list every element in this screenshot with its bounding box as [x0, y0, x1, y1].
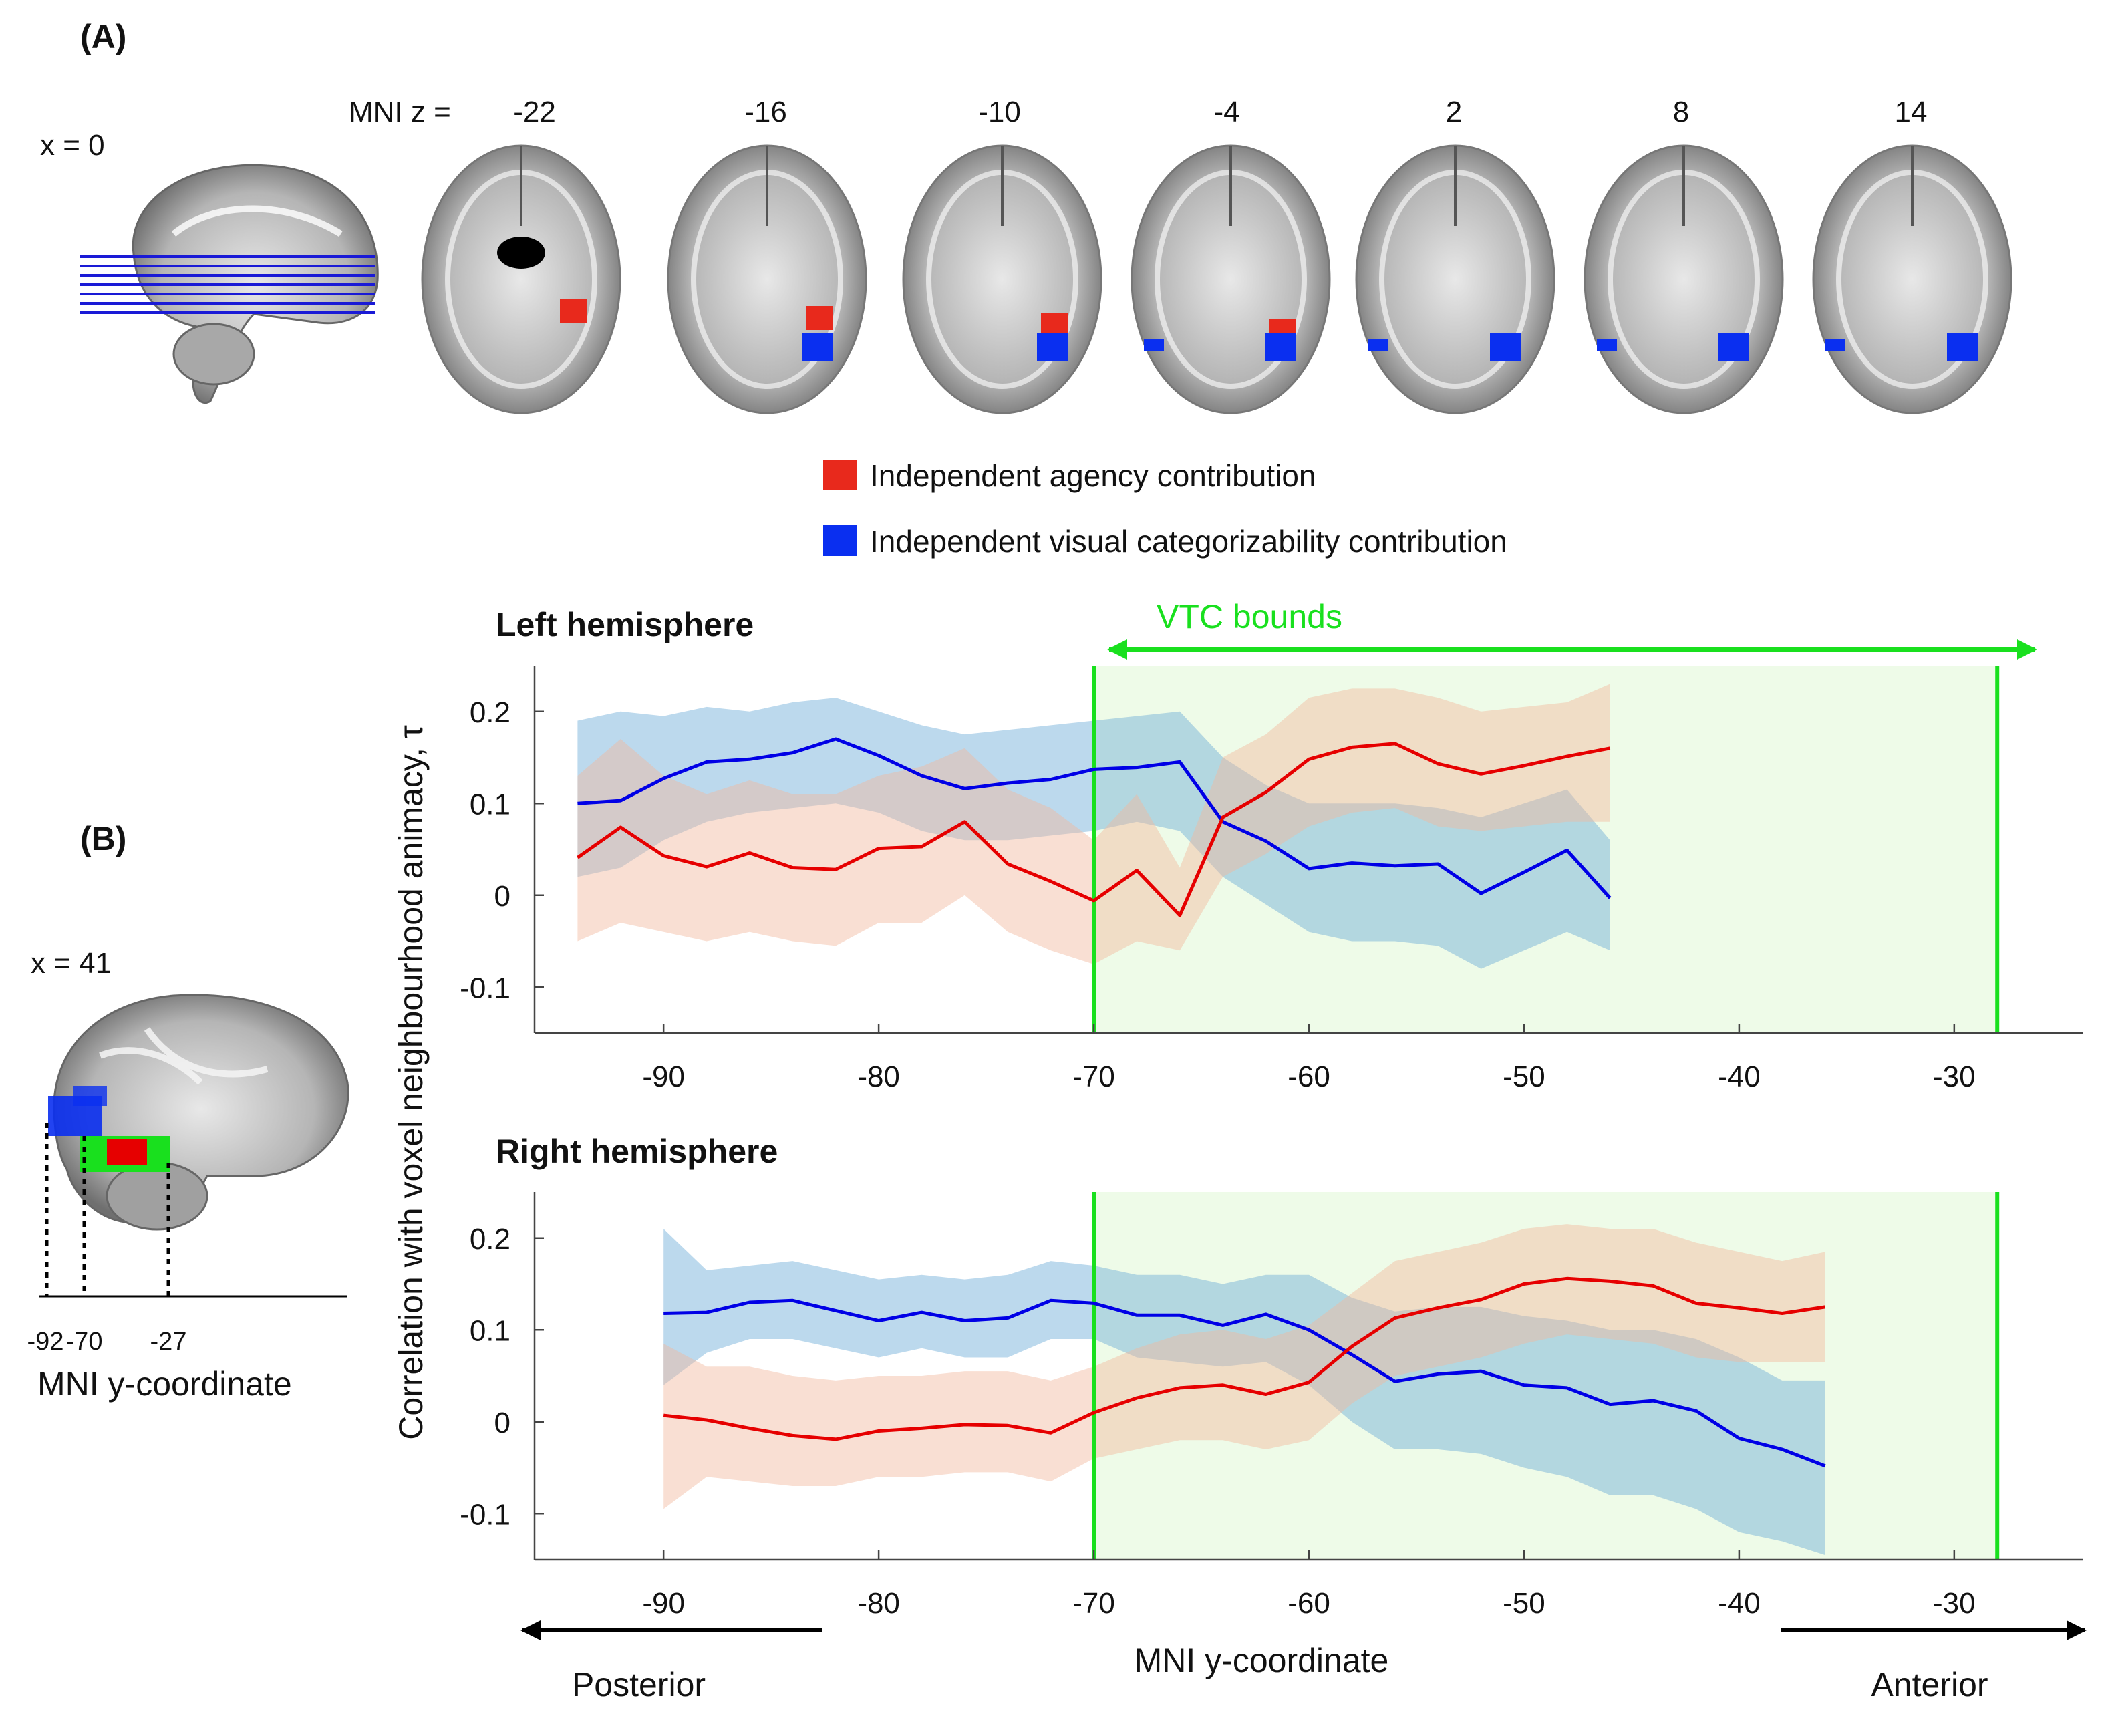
x-tick-label: -80 [857, 1587, 900, 1620]
y-tick-label: 0.2 [470, 1223, 510, 1256]
panel-b-label: (B) [80, 820, 126, 857]
x-tick-label: -60 [1288, 1060, 1330, 1093]
x-tick-label: -60 [1288, 1587, 1330, 1620]
axial-slice-3 [1131, 144, 1331, 414]
x-tick-label: -90 [642, 1060, 685, 1093]
vtc-bounds-label: VTC bounds [1157, 598, 1342, 635]
chart-title: Right hemisphere [496, 1133, 778, 1170]
x-tick-label: -40 [1718, 1587, 1761, 1620]
x-tick-label: -50 [1503, 1060, 1545, 1093]
series-line-0 [577, 737, 1612, 899]
slice-label-0: -22 [513, 96, 556, 128]
slice-label-2: -10 [978, 96, 1021, 128]
axial-slice-5 [1584, 144, 1784, 414]
chart-left-hemisphere: 0.2 0.1 0 -0.1 -90 -80 -70 -60 -50 -40 -30 Left hem… [460, 606, 2083, 1093]
x-tick-label: -30 [1933, 1587, 1976, 1620]
y-tick-label: 0 [494, 880, 510, 913]
panel-b-tick-27: -27 [150, 1328, 187, 1356]
slice-label-5: 8 [1673, 96, 1689, 128]
x-tick-label: -90 [642, 1587, 685, 1620]
x-tick-label: -40 [1718, 1060, 1761, 1093]
series-line-1 [663, 1276, 1826, 1441]
confidence-band-0 [577, 698, 1610, 969]
y-tick-label: 0 [494, 1407, 510, 1439]
axial-slice-0 [421, 144, 621, 414]
panel-b-axis-label: MNI y-coordinate [37, 1365, 292, 1403]
slice-label-4: 2 [1446, 96, 1462, 128]
series-line-1 [576, 742, 1611, 917]
sagittal-x0-label: x = 0 [40, 129, 105, 162]
sagittal-brain-x0 [80, 164, 379, 404]
axial-slice-6 [1812, 144, 2012, 414]
legend: Independent agency contribution Independ… [823, 458, 1507, 559]
chart-title: Left hemisphere [496, 606, 754, 643]
legend-label-visual: Independent visual categorizability cont… [870, 524, 1507, 559]
series-line-0 [663, 1298, 1826, 1468]
mni-z-prefix: MNI z = [349, 96, 451, 128]
vtc-region [1094, 1192, 1998, 1560]
x-tick-label: -70 [1072, 1587, 1115, 1620]
x-tick-label: -50 [1503, 1587, 1545, 1620]
axial-slice-4 [1355, 144, 1555, 414]
slice-label-1: -16 [744, 96, 787, 128]
vtc-region [1094, 666, 1998, 1033]
panel-b-tick-70: -70 [66, 1328, 103, 1356]
slice-label-6: 14 [1895, 96, 1928, 128]
x-tick-label: -70 [1072, 1060, 1115, 1093]
y-tick-label: 0.2 [470, 696, 510, 729]
y-tick-label: 0.1 [470, 1314, 510, 1347]
anterior-label: Anterior [1871, 1666, 1988, 1703]
slice-label-3: -4 [1213, 96, 1239, 128]
slice-lines [80, 255, 375, 314]
axial-slice-1 [667, 144, 867, 414]
legend-swatch-agency [823, 460, 857, 490]
sagittal-x41-label: x = 41 [31, 947, 112, 980]
vtc-overlay [48, 1086, 170, 1172]
axial-slice-2 [902, 144, 1102, 414]
x-axis-label: MNI y-coordinate [1135, 1642, 1389, 1679]
legend-label-agency: Independent agency contribution [870, 458, 1316, 493]
x-tick-label: -30 [1933, 1060, 1976, 1093]
confidence-band-1 [577, 684, 1610, 964]
confidence-band-0 [663, 1229, 1825, 1556]
panel-a-label: (A) [80, 18, 126, 55]
sagittal-brain-x41 [48, 994, 349, 1231]
y-tick-label: 0.1 [470, 788, 510, 821]
posterior-label: Posterior [572, 1666, 706, 1703]
y-tick-label: -0.1 [460, 1498, 510, 1531]
legend-swatch-visual [823, 525, 857, 556]
y-tick-label: -0.1 [460, 972, 510, 1004]
y-axis-label: Correlation with voxel neighbourhood ani… [392, 725, 430, 1440]
panel-b-tick-92: -92 [27, 1328, 64, 1356]
x-tick-label: -80 [857, 1060, 900, 1093]
chart-right-hemisphere: 0.2 0.1 0 -0.1 -90 -80 -70 -60 -50 -40 -30 Right he… [460, 1133, 2083, 1620]
panel-b-dotted-lines [45, 1123, 170, 1296]
confidence-band-1 [663, 1224, 1825, 1509]
